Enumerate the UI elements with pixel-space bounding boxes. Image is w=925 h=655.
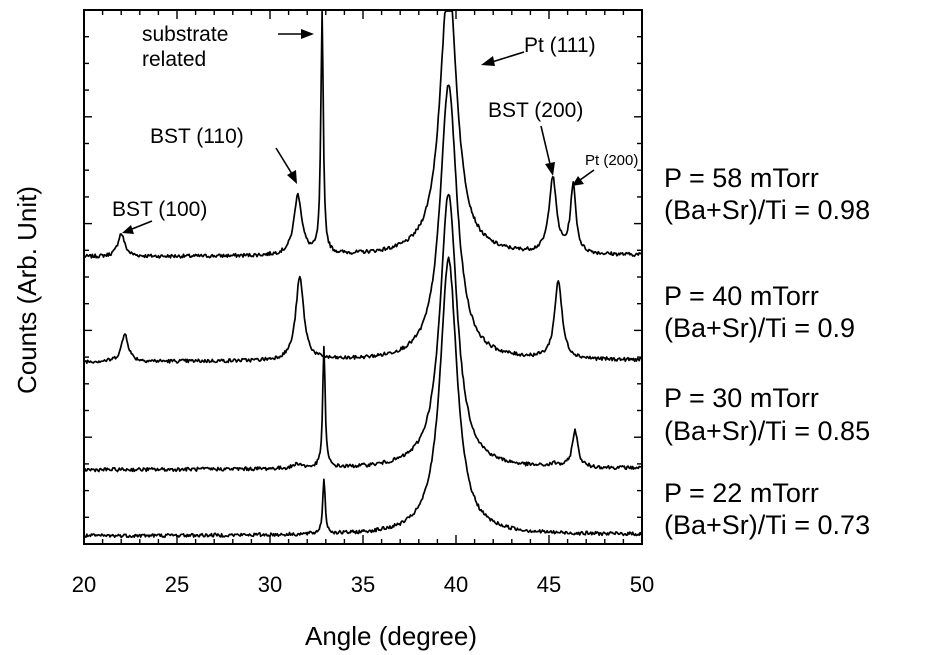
arrow-bst100 [131, 220, 153, 230]
trace-group [83, 10, 643, 539]
annotation-bst100: BST (100) [112, 198, 207, 234]
x-tick-label-30: 30 [258, 572, 282, 597]
annotation-bst110-label: BST (110) [150, 125, 244, 148]
condition-58-pressure: P = 58 mTorr [664, 163, 819, 193]
condition-58-ratio: (Ba+Sr)/Ti = 0.98 [664, 195, 870, 225]
trace-40-mtorr [83, 84, 642, 365]
condition-labels: P = 58 mTorr (Ba+Sr)/Ti = 0.98 P = 40 mT… [664, 163, 870, 540]
annotation-substrate-line2: related [142, 48, 206, 71]
trace-30-mtorr [84, 193, 643, 473]
arrowhead-substrate [301, 29, 314, 39]
arrow-pt111 [491, 51, 525, 63]
x-tick-label-45: 45 [537, 572, 561, 597]
annotation-pt200-label: Pt (200) [585, 152, 638, 169]
annotation-substrate-line1: substrate [142, 23, 228, 46]
condition-22-ratio: (Ba+Sr)/Ti = 0.73 [664, 510, 870, 540]
arrowhead-bst200 [545, 162, 555, 176]
trace-22-mtorr [83, 256, 643, 539]
condition-30-ratio: (Ba+Sr)/Ti = 0.85 [664, 416, 870, 446]
arrow-bst110 [275, 147, 293, 175]
x-tick-label-20: 20 [72, 572, 96, 597]
tick-group [83, 9, 643, 545]
annotation-pt111: Pt (111) [481, 34, 596, 66]
arrowhead-bst110 [287, 170, 297, 184]
arrowhead-pt200 [572, 176, 584, 186]
x-tick-label-35: 35 [351, 572, 375, 597]
annotation-bst110: BST (110) [150, 125, 297, 184]
x-tick-label-50: 50 [630, 572, 654, 597]
y-axis-label: Counts (Arb. Unit) [12, 186, 42, 394]
annotation-substrate-related: substrate related [142, 23, 314, 71]
arrow-bst200 [540, 125, 551, 165]
condition-40-ratio: (Ba+Sr)/Ti = 0.9 [664, 313, 855, 343]
annotation-bst100-label: BST (100) [112, 198, 207, 221]
annotation-pt200: Pt (200) [572, 152, 638, 186]
annotation-pt111-label: Pt (111) [524, 34, 596, 57]
arrowhead-pt111 [481, 56, 495, 66]
annotation-bst200: BST (200) [488, 99, 583, 176]
x-tick-label-40: 40 [444, 572, 468, 597]
x-tick-label-25: 25 [165, 572, 189, 597]
x-axis-label: Angle (degree) [305, 621, 477, 651]
arrow-pt200 [579, 169, 595, 181]
tick-label-group: 20 25 30 35 40 45 50 [72, 572, 654, 597]
annotation-bst200-label: BST (200) [488, 99, 583, 122]
condition-40-pressure: P = 40 mTorr [664, 281, 819, 311]
condition-22-pressure: P = 22 mTorr [664, 478, 819, 508]
trace-58-mtorr [83, 10, 643, 259]
arrowhead-bst100 [122, 225, 134, 234]
condition-30-pressure: P = 30 mTorr [664, 383, 819, 413]
